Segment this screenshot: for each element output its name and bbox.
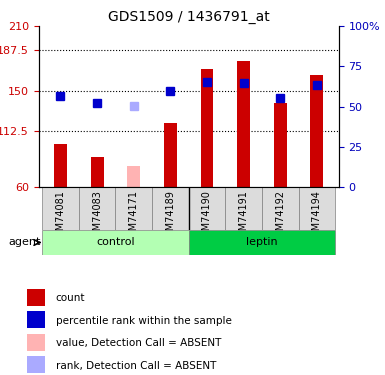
Text: GSM74081: GSM74081	[55, 190, 65, 243]
FancyBboxPatch shape	[189, 187, 225, 230]
Text: GSM74083: GSM74083	[92, 190, 102, 243]
Bar	[164, 123, 177, 187]
Text: GSM74171: GSM74171	[129, 190, 139, 243]
FancyBboxPatch shape	[79, 187, 116, 230]
FancyBboxPatch shape	[42, 187, 79, 230]
Bar	[91, 157, 104, 187]
Bar	[310, 75, 323, 187]
FancyBboxPatch shape	[189, 230, 335, 255]
Bar	[27, 289, 45, 306]
Text: agent: agent	[8, 237, 40, 248]
Text: control: control	[96, 237, 135, 248]
Bar	[127, 166, 140, 187]
Bar	[237, 60, 250, 187]
FancyBboxPatch shape	[298, 187, 335, 230]
Text: leptin: leptin	[246, 237, 278, 248]
FancyBboxPatch shape	[42, 230, 189, 255]
FancyBboxPatch shape	[225, 187, 262, 230]
Text: percentile rank within the sample: percentile rank within the sample	[56, 316, 232, 326]
Text: GSM74189: GSM74189	[165, 190, 175, 243]
FancyBboxPatch shape	[262, 187, 298, 230]
Title: GDS1509 / 1436791_at: GDS1509 / 1436791_at	[108, 10, 270, 24]
Bar	[201, 69, 213, 187]
FancyBboxPatch shape	[152, 187, 189, 230]
Text: GSM74190: GSM74190	[202, 190, 212, 243]
Text: GSM74191: GSM74191	[239, 190, 249, 243]
Bar	[27, 356, 45, 373]
FancyBboxPatch shape	[116, 187, 152, 230]
Bar	[54, 144, 67, 187]
Text: rank, Detection Call = ABSENT: rank, Detection Call = ABSENT	[56, 361, 216, 370]
Text: GSM74192: GSM74192	[275, 190, 285, 243]
Text: GSM74194: GSM74194	[312, 190, 322, 243]
Bar	[274, 104, 286, 187]
Bar	[27, 334, 45, 351]
Text: count: count	[56, 293, 85, 303]
Bar	[27, 311, 45, 328]
Text: value, Detection Call = ABSENT: value, Detection Call = ABSENT	[56, 338, 221, 348]
